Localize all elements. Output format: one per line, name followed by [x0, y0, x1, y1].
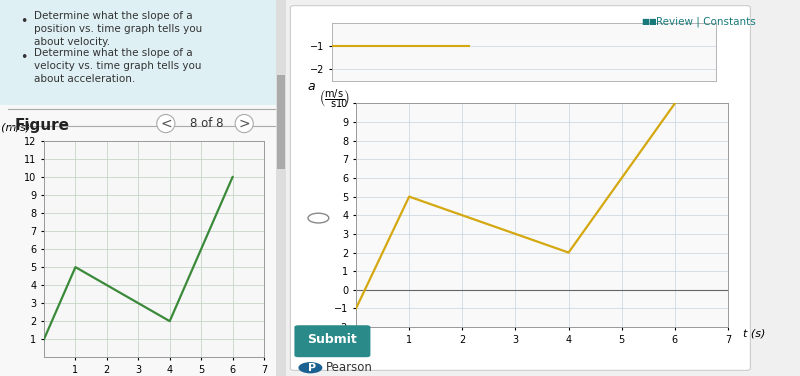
Text: velocity vs. time graph tells you: velocity vs. time graph tells you: [34, 61, 201, 71]
Text: Determine what the slope of a: Determine what the slope of a: [34, 48, 192, 58]
Text: P: P: [308, 363, 316, 373]
Text: >: >: [238, 117, 250, 130]
Text: Submit: Submit: [307, 333, 357, 346]
Y-axis label: v (m/s): v (m/s): [0, 122, 30, 132]
Text: <: <: [160, 117, 172, 130]
Text: 8 of 8: 8 of 8: [190, 117, 223, 130]
Text: ■■: ■■: [642, 17, 658, 26]
Text: Review | Constants: Review | Constants: [656, 17, 756, 27]
Text: •: •: [20, 51, 27, 64]
Text: •: •: [20, 15, 27, 28]
Text: Pearson: Pearson: [326, 361, 373, 374]
Text: about acceleration.: about acceleration.: [34, 74, 135, 85]
Text: t (s): t (s): [743, 328, 766, 338]
Text: position vs. time graph tells you: position vs. time graph tells you: [34, 24, 202, 35]
Text: Figure: Figure: [14, 118, 70, 133]
Text: about velocity.: about velocity.: [34, 37, 110, 47]
Text: Determine what the slope of a: Determine what the slope of a: [34, 11, 192, 21]
Text: a: a: [308, 80, 315, 93]
Text: $\left(\dfrac{\rm m/s}{\rm s}\right)$: $\left(\dfrac{\rm m/s}{\rm s}\right)$: [318, 88, 350, 110]
